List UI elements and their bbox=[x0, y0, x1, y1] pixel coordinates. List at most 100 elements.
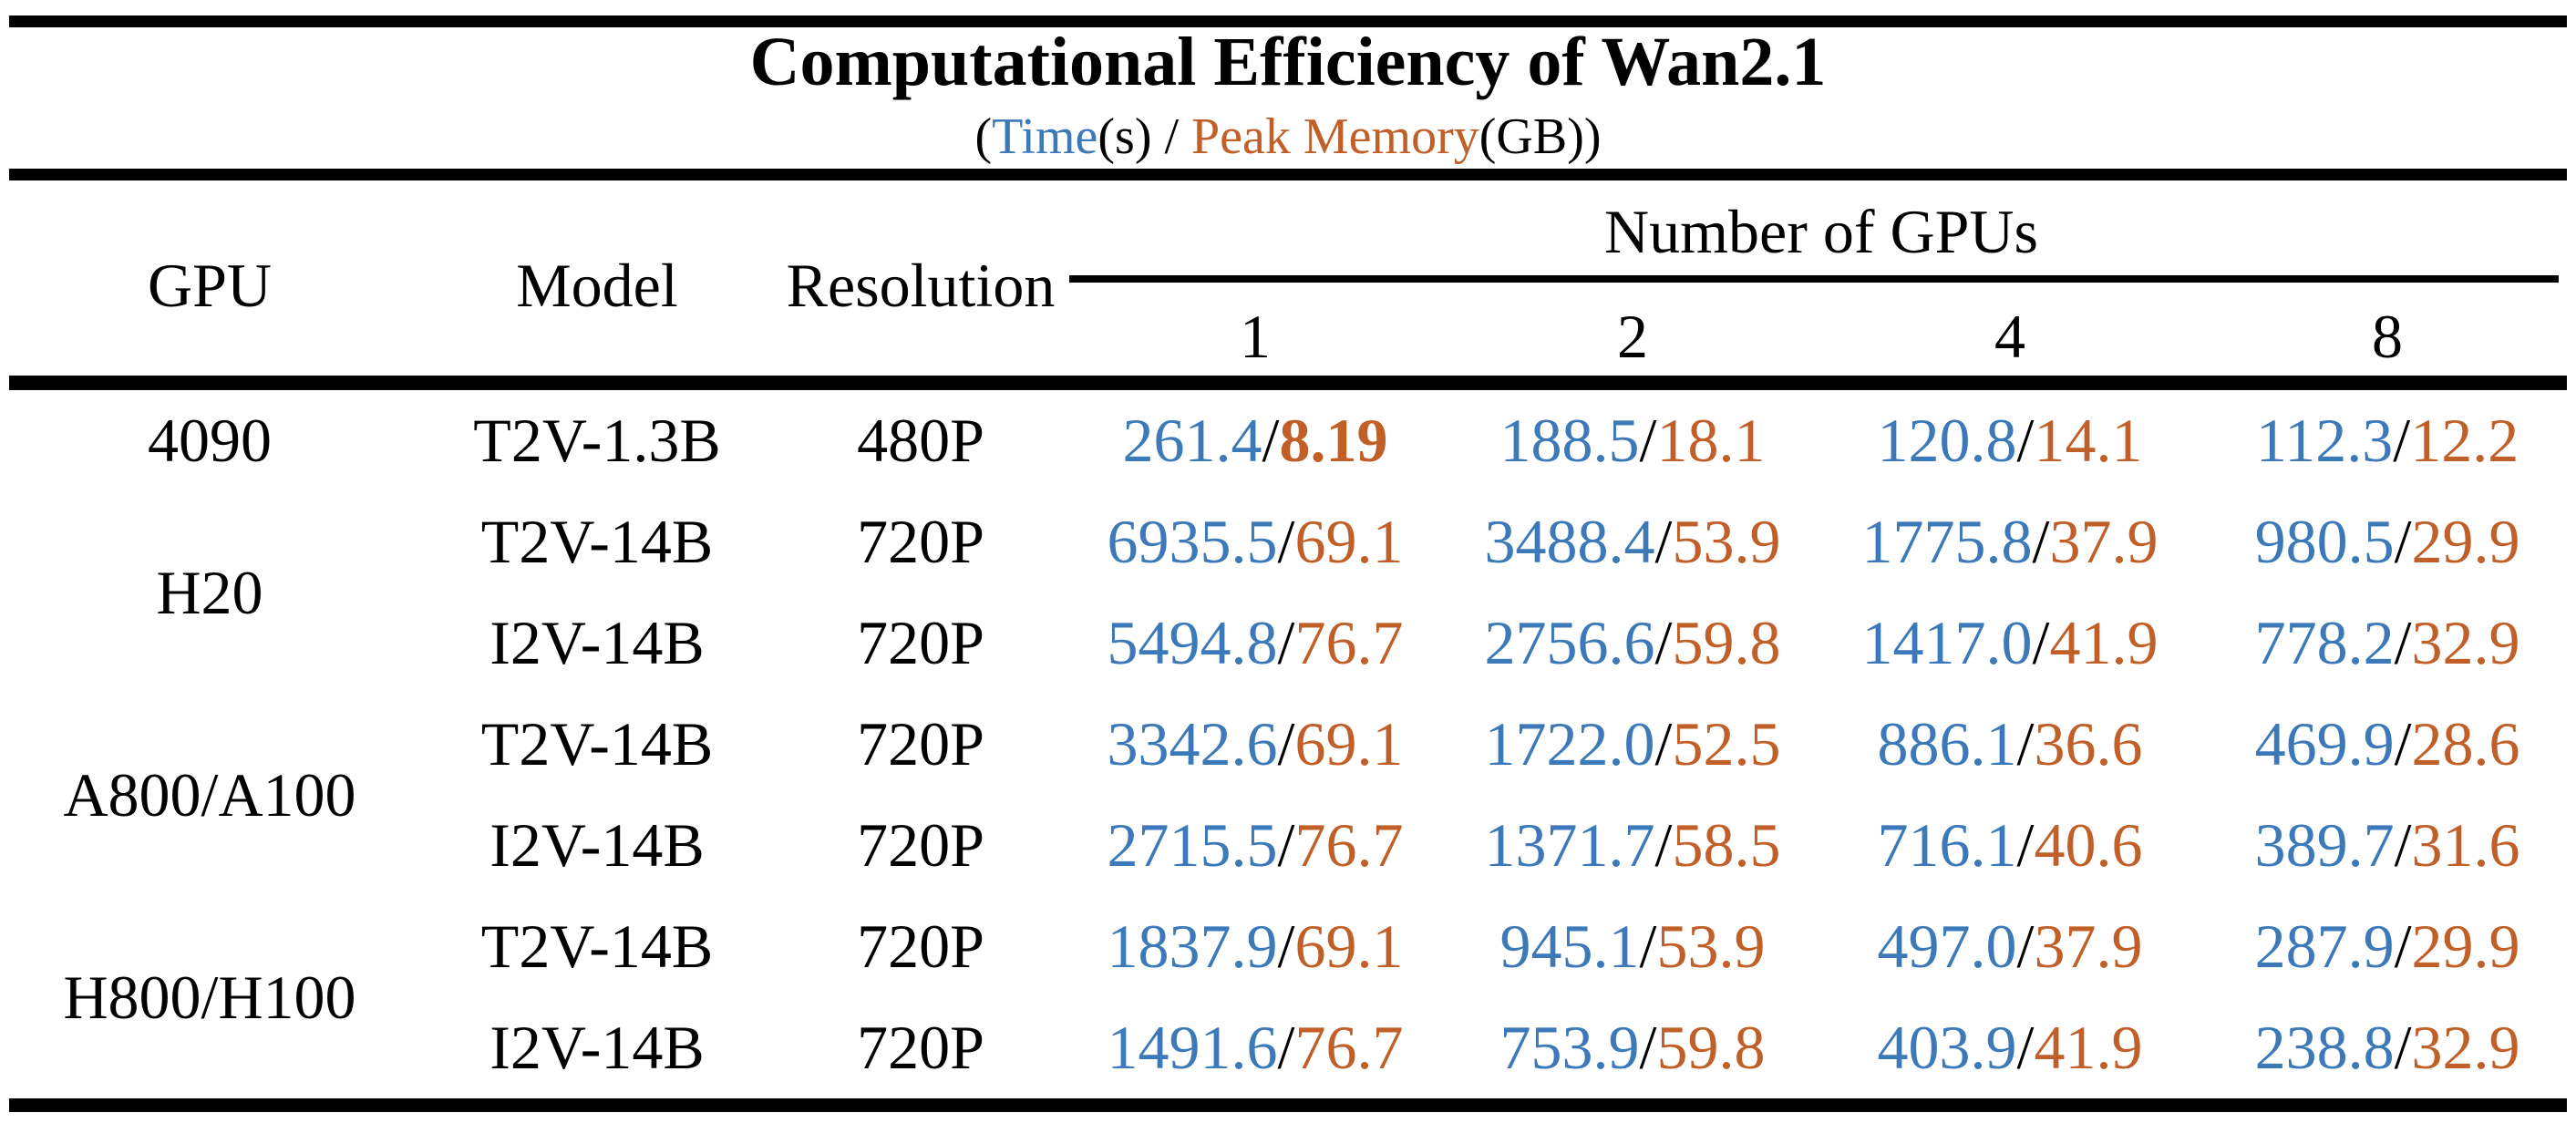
time-memory-cell: 287.9/29.9 bbox=[2199, 896, 2576, 997]
top-rule bbox=[9, 15, 2567, 27]
time-value: 2715.5 bbox=[1107, 810, 1278, 880]
slash-separator: / bbox=[2394, 810, 2412, 880]
resolution-cell: 720P bbox=[857, 608, 984, 677]
slash-separator: / bbox=[1639, 406, 1657, 475]
subtitle-close-paren: ) bbox=[1583, 108, 1602, 165]
model-cell: T2V-14B bbox=[480, 709, 714, 778]
memory-value: 37.9 bbox=[2049, 507, 2159, 576]
time-value: 112.3 bbox=[2255, 406, 2394, 475]
memory-value: 59.8 bbox=[1672, 608, 1781, 677]
time-memory-cell: 3488.4/53.9 bbox=[1444, 491, 1821, 592]
time-legend-label: Time bbox=[992, 108, 1098, 165]
table-title: Computational Efficiency of Wan2.1 bbox=[749, 24, 1827, 100]
slash-separator: / bbox=[1277, 1013, 1295, 1082]
table-row: H20 T2V-14B 720P 6935.5/69.1 3488.4/53.9 1775… bbox=[0, 491, 2576, 627]
time-memory-cell: 120.8/14.1 bbox=[1821, 390, 2199, 491]
time-memory-cell: 778.2/32.9 bbox=[2199, 592, 2576, 694]
time-unit-label: (s) bbox=[1097, 108, 1152, 165]
gpu-cell: H20 bbox=[156, 557, 263, 627]
model-cell: I2V-14B bbox=[489, 810, 705, 880]
model-cell: I2V-14B bbox=[489, 1013, 705, 1082]
time-value: 3488.4 bbox=[1484, 507, 1655, 576]
subtitle-open-paren: ( bbox=[974, 108, 993, 165]
table-row: I2V-14B 720P 1491.6/76.7 753.9/59.8 403.9/41… bbox=[0, 997, 2576, 1098]
slash-separator: / bbox=[1262, 406, 1280, 475]
slash-separator: / bbox=[2016, 709, 2035, 778]
col-header-number-of-gpus: Number of GPUs bbox=[1604, 196, 2038, 266]
gpu-cell: 4090 bbox=[148, 406, 272, 475]
slash-separator: / bbox=[2394, 1013, 2412, 1082]
time-memory-cell: 389.7/31.6 bbox=[2199, 795, 2576, 896]
memory-value: 12.2 bbox=[2410, 406, 2519, 475]
slash-separator: / bbox=[2394, 912, 2412, 981]
resolution-cell: 720P bbox=[857, 709, 984, 778]
slash-separator: / bbox=[1277, 709, 1295, 778]
memory-value: 52.5 bbox=[1672, 709, 1781, 778]
col-header-resolution: Resolution bbox=[786, 250, 1056, 320]
slash-separator: / bbox=[2016, 810, 2035, 880]
time-value: 1491.6 bbox=[1107, 1013, 1278, 1082]
col-header-gpu: GPU bbox=[147, 250, 273, 320]
memory-value: 29.9 bbox=[2411, 912, 2520, 981]
time-value: 1722.0 bbox=[1484, 709, 1655, 778]
time-memory-cell: 1371.7/58.5 bbox=[1444, 795, 1821, 896]
model-cell: T2V-14B bbox=[480, 507, 714, 576]
memory-value: 14.1 bbox=[2034, 406, 2143, 475]
slash-separator: / bbox=[1277, 507, 1295, 576]
table-row: I2V-14B 720P 2715.5/76.7 1371.7/58.5 716.1/4… bbox=[0, 795, 2576, 896]
time-value: 1837.9 bbox=[1107, 912, 1278, 981]
time-memory-cell: 403.9/41.9 bbox=[1821, 997, 2199, 1098]
time-memory-cell: 1837.9/69.1 bbox=[1066, 896, 1444, 997]
slash-separator: / bbox=[2016, 1013, 2035, 1082]
time-memory-cell: 2756.6/59.8 bbox=[1444, 592, 1821, 694]
memory-value: 40.6 bbox=[2034, 810, 2143, 880]
memory-value: 53.9 bbox=[1656, 912, 1766, 981]
table-row: H800/H100 T2V-14B 720P 1837.9/69.1 945.1/53.… bbox=[0, 896, 2576, 1032]
col-header-model: Model bbox=[516, 250, 678, 320]
gpu-count-group-rule bbox=[1069, 275, 2559, 283]
time-memory-cell: 3342.6/69.1 bbox=[1066, 694, 1444, 795]
slash-separator: / bbox=[1277, 810, 1295, 880]
time-memory-cell: 497.0/37.9 bbox=[1821, 896, 2199, 997]
col-header-gpus-1: 1 bbox=[1240, 301, 1271, 371]
slash-separator: / bbox=[1654, 810, 1673, 880]
memory-unit-label: (GB) bbox=[1479, 108, 1584, 165]
resolution-cell: 720P bbox=[857, 1013, 984, 1082]
time-memory-cell: 980.5/29.9 bbox=[2199, 491, 2576, 592]
model-cell: T2V-1.3B bbox=[473, 406, 721, 475]
time-value: 1371.7 bbox=[1484, 810, 1655, 880]
slash-separator: / bbox=[2394, 507, 2412, 576]
memory-value: 69.1 bbox=[1294, 507, 1404, 576]
time-value: 5494.8 bbox=[1107, 608, 1278, 677]
gpu-cell: A800/A100 bbox=[63, 759, 356, 829]
time-value: 716.1 bbox=[1877, 810, 2017, 880]
time-value: 753.9 bbox=[1499, 1013, 1640, 1082]
table-row: 4090 T2V-1.3B 480P 261.4/8.19 188.5/18.1 120.… bbox=[0, 390, 2576, 491]
memory-value: 37.9 bbox=[2034, 912, 2143, 981]
time-value: 188.5 bbox=[1499, 406, 1640, 475]
slash-separator: / bbox=[2032, 608, 2050, 677]
slash-separator: / bbox=[1654, 507, 1673, 576]
time-value: 3342.6 bbox=[1107, 709, 1278, 778]
slash-separator: / bbox=[2394, 709, 2412, 778]
time-value: 778.2 bbox=[2254, 608, 2395, 677]
header-row-gpu-counts: 1 2 4 8 bbox=[0, 283, 2576, 390]
header-row-group: GPU Model Resolution Number of GPUs bbox=[0, 180, 2576, 320]
time-value: 980.5 bbox=[2254, 507, 2395, 576]
time-memory-cell: 469.9/28.6 bbox=[2199, 694, 2576, 795]
time-memory-cell: 5494.8/76.7 bbox=[1066, 592, 1444, 694]
time-value: 6935.5 bbox=[1107, 507, 1278, 576]
memory-legend-label: Peak Memory bbox=[1191, 108, 1479, 165]
col-header-gpus-8: 8 bbox=[2372, 301, 2404, 371]
memory-value: 59.8 bbox=[1656, 1013, 1766, 1082]
memory-value: 76.7 bbox=[1294, 810, 1404, 880]
table-row: A800/A100 T2V-14B 720P 3342.6/69.1 1722.0/52… bbox=[0, 694, 2576, 829]
time-value: 469.9 bbox=[2254, 709, 2395, 778]
slash-separator: / bbox=[1654, 709, 1673, 778]
time-value: 120.8 bbox=[1877, 406, 2017, 475]
table-row: I2V-14B 720P 5494.8/76.7 2756.6/59.8 1417.0/… bbox=[0, 592, 2576, 694]
memory-value: 28.6 bbox=[2411, 709, 2520, 778]
memory-value: 29.9 bbox=[2411, 507, 2520, 576]
memory-value: 18.1 bbox=[1656, 406, 1766, 475]
time-value: 389.7 bbox=[2254, 810, 2395, 880]
